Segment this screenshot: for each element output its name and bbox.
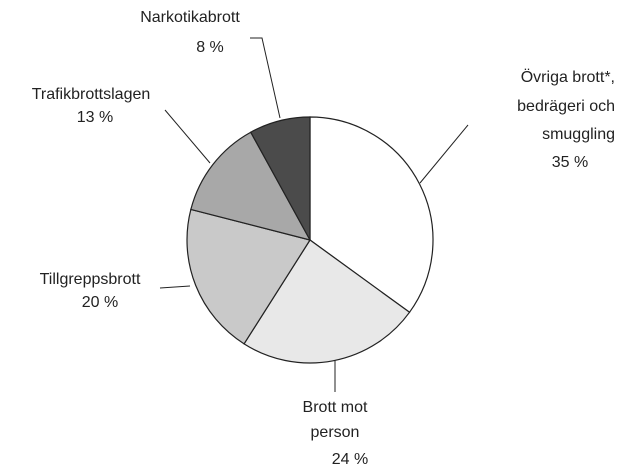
slice-label: bedrägeri och [517,98,615,115]
slice-label: Tillgreppsbrott [40,271,141,288]
leader-line [164,109,211,164]
pie-slice [186,208,311,345]
value-label: 24 % [332,451,368,465]
slice-label: Trafikbrottslagen [32,86,151,103]
pie-slice [249,116,311,241]
pie-slice [243,239,411,364]
slice-label: smuggling [542,126,615,143]
pie-slice [190,131,312,241]
value-label: 35 % [552,154,588,171]
leader-line [159,285,191,289]
value-label: 8 % [196,39,224,56]
value-label: 13 % [77,109,113,126]
leader-line [419,124,469,184]
leader-line [250,37,281,119]
slice-label: Brott mot [303,399,368,416]
value-label: 20 % [82,294,118,311]
slice-label: person [311,424,360,441]
slice-label: Övriga brott*, [521,68,615,86]
slice-label: Narkotikabrott [140,9,240,26]
pie-slice [309,116,434,314]
